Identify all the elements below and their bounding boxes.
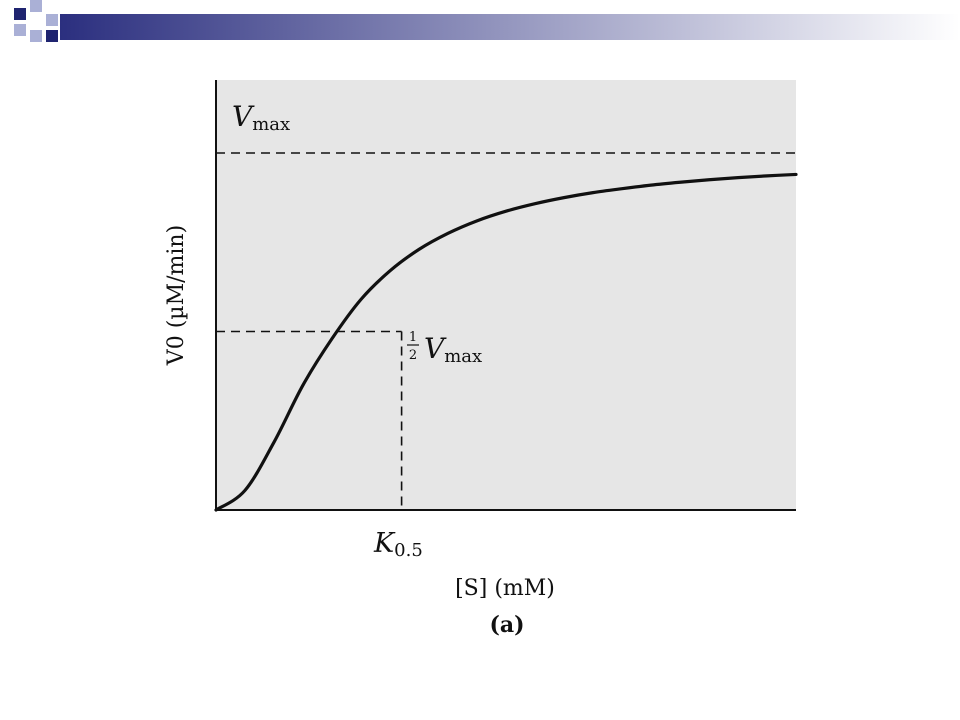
- half-vmax-label-sub: max: [444, 346, 482, 367]
- series-line: [214, 172, 798, 512]
- vmax-label-main: V: [232, 100, 255, 133]
- banner-square-light-2: [46, 14, 58, 26]
- plot-area: [216, 80, 796, 510]
- k05-label: K0.5: [373, 528, 423, 561]
- figure-caption: (a): [489, 612, 524, 638]
- banner-square-light-3: [30, 30, 42, 42]
- half-vmax-label-text: Vmax: [424, 332, 482, 367]
- banner-square-dark-1: [14, 8, 26, 20]
- banner-bar: [60, 14, 960, 40]
- half-vmax-label: 1 2 Vmax: [407, 330, 482, 367]
- k05-label-main: K: [373, 528, 396, 559]
- half-vmax-frac-den: 2: [409, 348, 417, 363]
- slide-banner: [14, 0, 960, 42]
- half-vmax-label-main: V: [424, 332, 447, 365]
- y-axis-label: V0 (µM/min): [164, 225, 189, 366]
- banner-square-light-4: [14, 24, 26, 36]
- half-vmax-frac-num: 1: [409, 330, 417, 345]
- vmax-label-sub: max: [252, 114, 290, 135]
- banner-square-dark-2: [46, 30, 58, 42]
- k05-label-sub: 0.5: [394, 540, 423, 561]
- banner-square-light-1: [30, 0, 42, 12]
- x-axis-label: [S] (mM): [455, 576, 555, 601]
- vmax-label: Vmax: [232, 100, 290, 135]
